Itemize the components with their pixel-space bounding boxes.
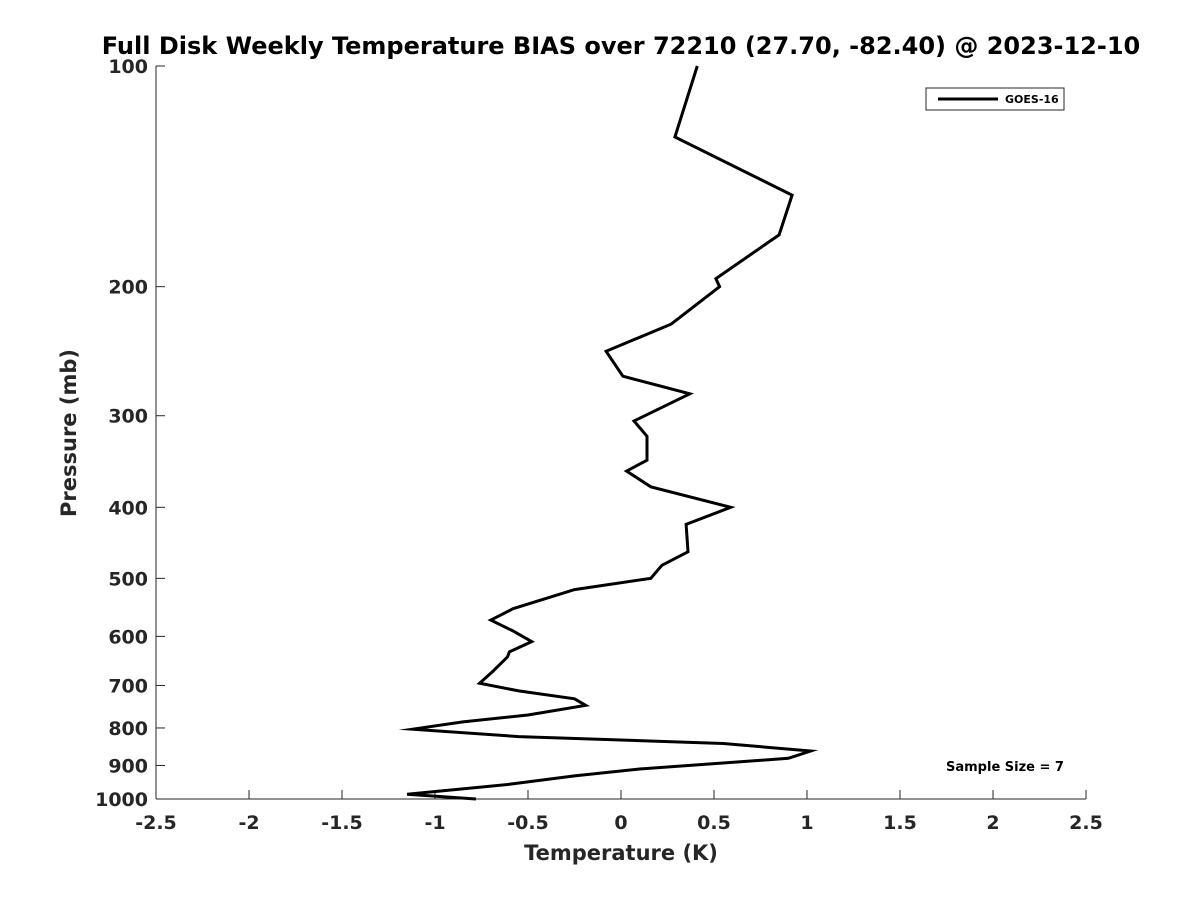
x-tick-label: 0 [614,812,627,834]
x-tick-label: -0.5 [507,812,549,834]
legend-entry-goes-16: GOES-16 [1005,93,1059,106]
x-tick-label: -1.5 [321,812,363,834]
y-tick-label: 300 [108,406,148,428]
series-group [398,65,819,801]
x-tick-label: 0.5 [697,812,731,834]
legend: GOES-16 [925,87,1065,111]
x-tick-label: 2 [986,812,999,834]
x-tick-label: 2.5 [1069,812,1103,834]
y-tick-label: 800 [108,718,148,740]
sample-size-annotation: Sample Size = 7 [946,760,1064,775]
x-ticks: -2.5 -2 -1.5 -1 -0.5 0 0.5 1 1.5 2 2.5 [135,790,1103,834]
y-tick-label: 100 [108,56,148,78]
y-axis-label: Pressure (mb) [57,349,81,517]
y-tick-label: 900 [108,755,148,777]
y-ticks: 100 200 300 400 500 600 700 800 900 1000 [95,56,165,811]
x-tick-label: 1 [800,812,813,834]
x-axis-label: Temperature (K) [524,841,718,865]
y-tick-label: 500 [108,568,148,590]
plot-frame [155,66,1086,800]
y-tick-label: 700 [108,675,148,697]
y-tick-label: 400 [108,497,148,519]
y-tick-label: 200 [108,277,148,299]
y-tick-label: 1000 [95,789,148,811]
y-tick-label: 600 [108,626,148,648]
chart-title: Full Disk Weekly Temperature BIAS over 7… [102,32,1141,60]
series-line-goes-16 [398,65,819,801]
x-tick-label: -1 [424,812,445,834]
x-tick-label: -2 [238,812,259,834]
x-tick-label: 1.5 [883,812,917,834]
x-tick-label: -2.5 [135,812,177,834]
